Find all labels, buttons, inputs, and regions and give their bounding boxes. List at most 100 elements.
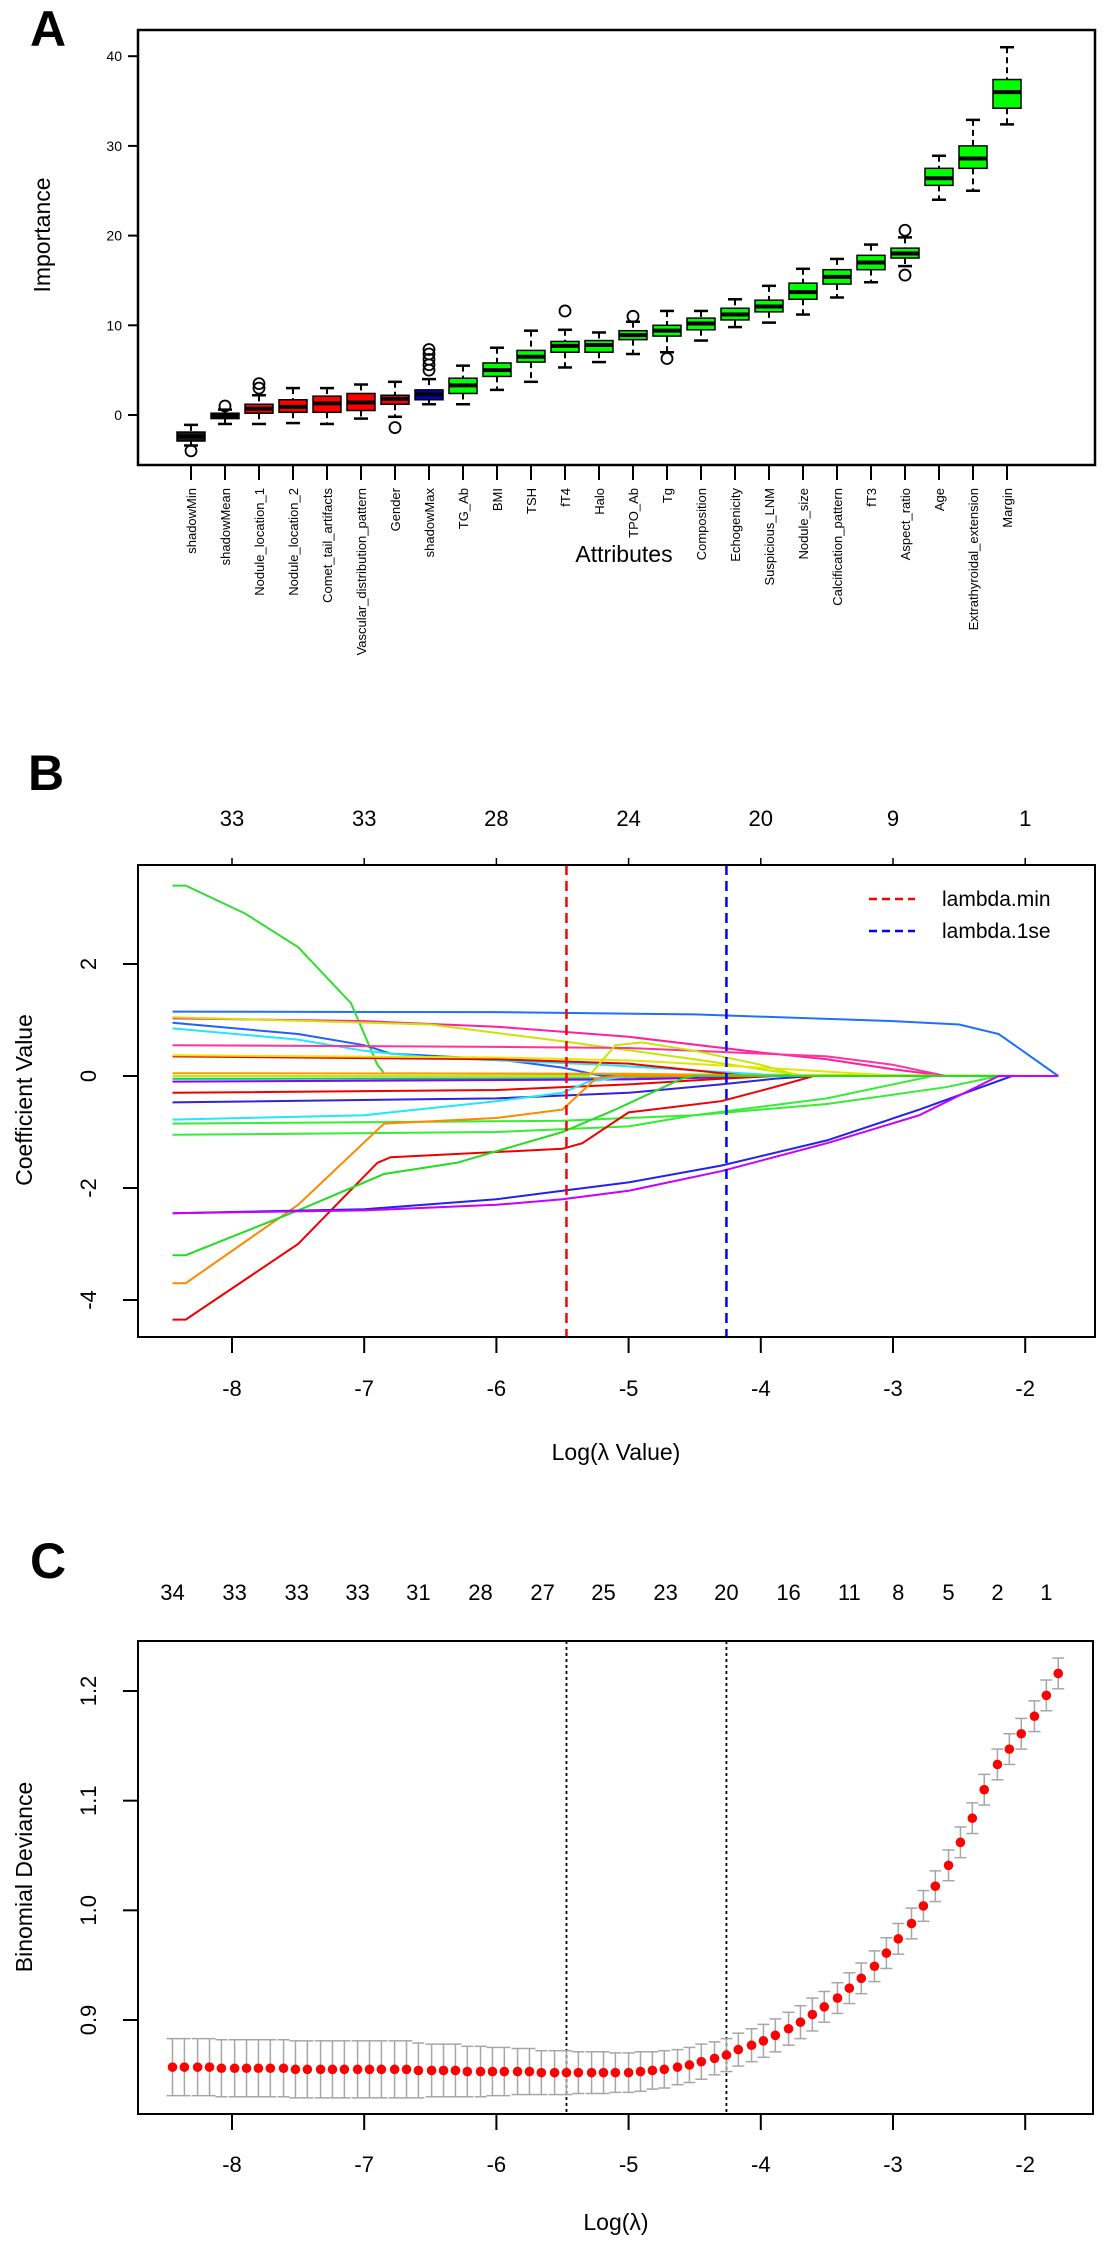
mean-point [462,2066,473,2077]
x-axis-title: Attributes [575,541,672,567]
legend-label: lambda.1se [942,920,1051,943]
mean-point [635,2066,646,2077]
top-tick-label: 24 [616,806,640,831]
mean-point [536,2067,547,2078]
mean-point [438,2065,449,2076]
cv-point-group [622,2052,635,2094]
mean-point [364,2064,375,2075]
top-tick-label: 27 [530,1580,554,1605]
mean-point [1029,1711,1040,1722]
mean-point [696,2056,707,2067]
cv-point-group [572,2051,585,2095]
x-tick-label: -8 [222,2152,242,2177]
cv-point-group [978,1773,991,1806]
category-label: Tg [660,488,675,503]
mean-point [524,2066,535,2077]
mean-point [573,2067,584,2078]
x-tick-label: -4 [751,1376,771,1401]
category-label: Margin [1000,488,1015,528]
coefficient-path-0 [172,1010,1059,1077]
category-label: Comet_tail_artifacts [320,488,335,603]
x-tick-label: -6 [487,1376,507,1401]
box-TPO_Ab [618,309,648,356]
cv-point-group [166,2037,179,2097]
cv-point-group [301,2040,314,2099]
cv-point-group [806,1997,819,2032]
mean-point [376,2064,387,2075]
x-axis-title: Log(λ) [583,2209,648,2235]
outlier-point [558,304,572,318]
mean-point [721,2050,732,2060]
cv-point-group [240,2038,253,2098]
mean-point [758,2036,769,2046]
mean-point [549,2067,560,2078]
top-tick-label: 2 [991,1580,1003,1605]
category-label: Nodule_size [796,488,811,560]
top-tick-label: 33 [352,806,376,831]
mean-point [844,1983,855,1993]
mean-point [327,2064,338,2075]
mean-point [746,2040,757,2051]
box-TSH [516,329,546,384]
mean-point [832,1993,843,2003]
cv-point-group [449,2043,462,2098]
mean-point [499,2066,510,2077]
category-label: Extrathyroidal_extension [966,488,981,630]
coefficient-path-9 [172,1041,1059,1077]
mean-point [561,2067,572,2078]
cv-point-group [178,2037,191,2097]
coefficient-path-19 [172,1075,1059,1321]
cv-point-group [400,2040,413,2099]
x-tick-label: -2 [1015,2152,1035,2177]
outlier-point [184,444,198,458]
cv-point-group [338,2040,351,2099]
cv-point-group [1040,1679,1053,1712]
mean-point [192,2062,203,2072]
coefficient-path-20 [172,1075,1059,1257]
y-tick-label: 0 [76,1070,101,1082]
category-label: TG_Ab [456,488,471,529]
cv-point-group [289,2040,302,2099]
mean-point [1016,1728,1027,1739]
box-Extrathyroidal_extension [958,118,988,192]
box-shadowMax [414,343,444,406]
box-Calcification_pattern [822,257,852,299]
mean-point [979,1784,990,1795]
y-axis-title: Coefficient Value [11,1014,37,1186]
box-Vascular_distribution_pattern [346,383,376,420]
y-tick-label: 1.1 [76,1785,101,1816]
cv-point-group [720,2037,733,2073]
category-label: TPO_Ab [626,488,641,538]
cv-point-group [868,1950,881,1983]
outlier-point [252,377,266,391]
cv-point-group [1015,1717,1028,1750]
mean-point [918,1901,929,1911]
top-tick-label: 1 [1019,806,1031,831]
mean-point [487,2066,498,2077]
box-Nodule_location_1 [244,377,274,426]
mean-point [819,2002,830,2012]
category-label: shadowMean [218,488,233,565]
cv-point-group [745,2028,758,2063]
category-label: Vascular_distribution_pattern [354,488,369,655]
y-tick-label: 0 [114,407,122,423]
cv-point-group [708,2041,721,2076]
coefficient-path-18 [172,1075,1059,1285]
mean-point [943,1860,954,1871]
mean-point [770,2030,781,2041]
cv-point-group [917,1889,930,1923]
cv-point-group [351,2040,364,2099]
box-Tg [652,309,682,365]
cv-point-group [486,2046,499,2097]
cv-point-group [191,2037,204,2097]
y-tick-label: 2 [76,958,101,970]
panel-a: A 0 10 20 30 40 Importance Attributes shadowMin s… [29,1,1097,655]
x-tick-label: -3 [883,1376,903,1401]
category-label: shadowMax [422,488,437,558]
x-tick-label: -5 [619,2152,639,2177]
panel-c: C-8 -7 -6 -5 -4 -3 -234 33 33 33 31 28 27 25 23 20 16 11 8… [11,1533,1094,2235]
box-Nodule_size [788,267,818,316]
cv-point-group [769,2018,782,2053]
cv-point-group [683,2046,696,2084]
top-tick-label: 25 [591,1580,615,1605]
